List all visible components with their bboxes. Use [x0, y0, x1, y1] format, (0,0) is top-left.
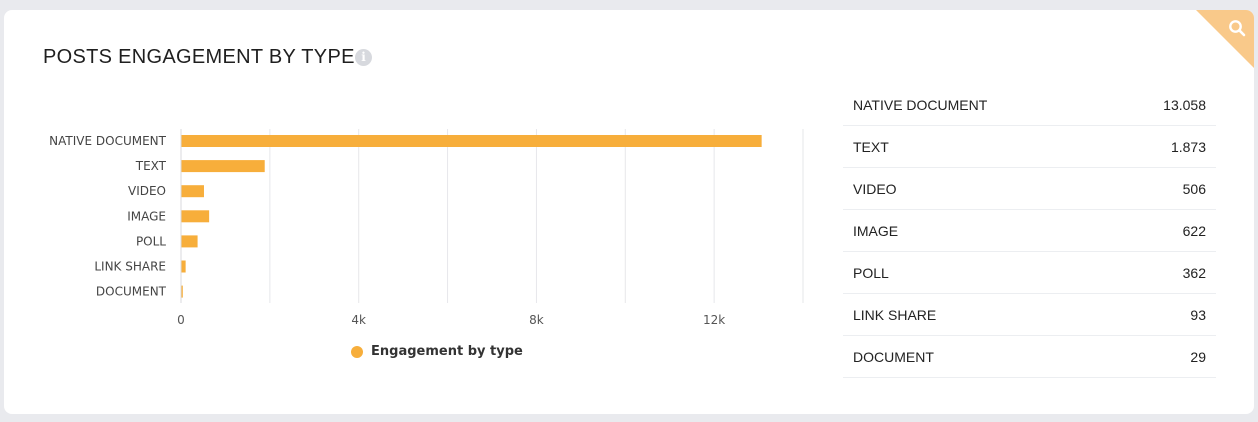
- row-value: 506: [1182, 180, 1206, 197]
- table-row: NATIVE DOCUMENT 13.058: [843, 84, 1216, 126]
- table-row: VIDEO 506: [843, 168, 1216, 210]
- corner-tab[interactable]: [1196, 10, 1254, 68]
- row-label: NATIVE DOCUMENT: [853, 96, 988, 113]
- row-label: POLL: [853, 264, 889, 281]
- search-icon[interactable]: [1228, 19, 1246, 37]
- row-value: 13.058: [1163, 96, 1206, 113]
- bar: [181, 160, 265, 173]
- engagement-table: NATIVE DOCUMENT 13.058 TEXT 1.873 VIDEO …: [843, 84, 1216, 378]
- table-row: IMAGE 622: [843, 210, 1216, 252]
- bar: [181, 210, 210, 223]
- y-tick-label: VIDEO: [128, 184, 166, 198]
- y-tick-label: DOCUMENT: [96, 285, 167, 299]
- row-label: TEXT: [853, 138, 889, 155]
- table-row: TEXT 1.873: [843, 126, 1216, 168]
- chart-legend[interactable]: Engagement by type: [351, 344, 523, 359]
- y-tick-label: TEXT: [135, 159, 167, 173]
- x-tick-label: 0: [177, 313, 185, 327]
- row-value: 622: [1182, 222, 1206, 239]
- row-label: DOCUMENT: [853, 348, 934, 365]
- row-label: IMAGE: [853, 222, 899, 239]
- row-label: VIDEO: [853, 180, 897, 197]
- card-title: POSTS ENGAGEMENT BY TYPE: [43, 46, 355, 68]
- bar-chart: 0 4k 8k 12k NATIVE DOCUMENT TEXT VIDEO IMAGE POL…: [49, 129, 804, 327]
- legend-swatch: [351, 345, 363, 358]
- bar: [181, 185, 204, 198]
- x-tick-label: 8k: [529, 313, 544, 327]
- row-value: 1.873: [1170, 138, 1206, 155]
- row-value: 93: [1190, 306, 1206, 323]
- table-row: LINK SHARE 93: [843, 294, 1216, 336]
- y-tick-label: IMAGE: [127, 209, 166, 223]
- legend-label: Engagement by type: [371, 344, 523, 359]
- row-value: 29: [1190, 348, 1206, 365]
- engagement-card: POSTS ENGAGEMENT BY TYPE i 0 4k 8k 12k NATIV…: [4, 10, 1254, 414]
- row-value: 362: [1182, 264, 1206, 281]
- x-tick-label: 12k: [703, 313, 725, 327]
- bar: [181, 260, 186, 273]
- bar: [181, 285, 183, 298]
- y-tick-label: NATIVE DOCUMENT: [49, 134, 166, 148]
- table-row: POLL 362: [843, 252, 1216, 294]
- table-row: DOCUMENT 29: [843, 336, 1216, 378]
- y-tick-label: POLL: [136, 234, 166, 248]
- y-tick-label: LINK SHARE: [94, 260, 166, 274]
- x-tick-label: 4k: [351, 313, 366, 327]
- bar: [181, 235, 198, 248]
- info-icon[interactable]: i: [355, 49, 372, 66]
- bar: [181, 135, 762, 147]
- row-label: LINK SHARE: [853, 306, 937, 323]
